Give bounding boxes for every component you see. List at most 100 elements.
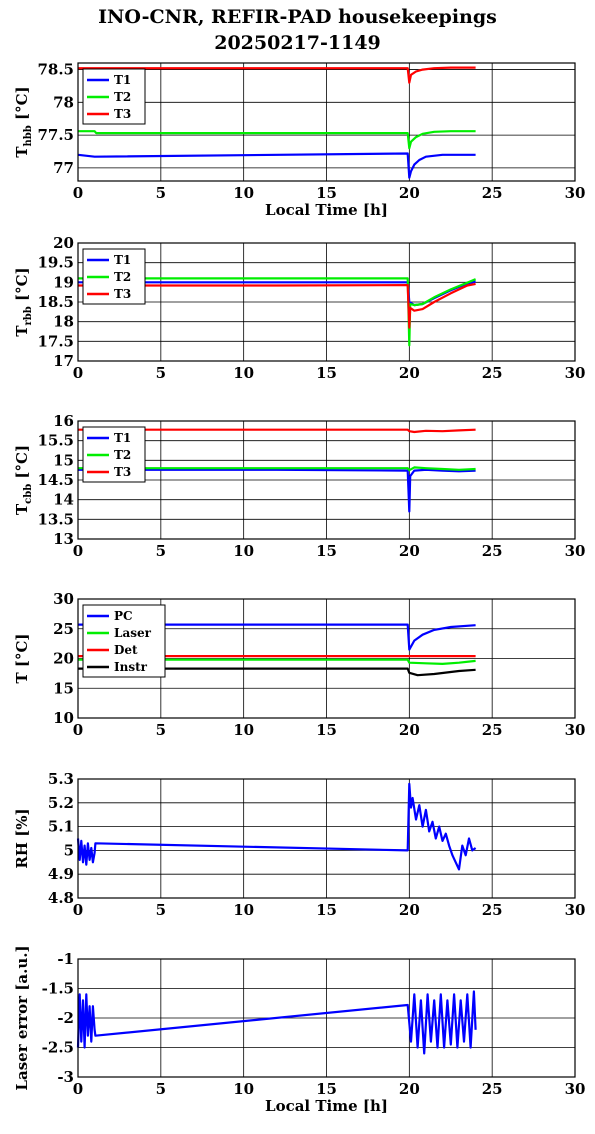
legend-entry-det: Det [114,643,138,657]
x-tick-label: 20 [399,184,420,202]
y-tick-label: 5.3 [48,770,74,788]
y-tick-label: 13 [53,530,74,548]
legend-entry-t3: T3 [114,465,131,479]
series-line-data [76,782,477,871]
plot-frame [77,598,576,719]
y-axis-label-unit: [°C] [13,267,31,306]
x-tick-label: 20 [399,542,420,560]
series-line-t2 [78,466,476,472]
x-tick-label: 30 [565,1080,586,1098]
plot-frame [77,778,576,899]
x-axis-label: Local Time [h] [265,1097,388,1115]
x-tick-label: 25 [482,901,503,919]
legend: PC Laser Det Instr [82,604,166,678]
x-tick-label: 5 [156,901,166,919]
chart-temps: 0 5 10 15 20 25 30 10 15 20 25 30 T [°C] PC Laser Det In… [13,590,585,739]
chart-thbb: 0 5 10 15 20 25 30 77 77.5 78 78.5 Local Time [h] Th… [13,61,585,219]
legend: T1 T2 T3 [82,68,146,125]
x-tick-label: 0 [73,901,83,919]
y-tick-label: -2.5 [42,1039,74,1057]
legend-entry-t1: T1 [114,253,131,267]
figure-title: INO-CNR, REFIR-PAD housekeepings 2025021… [0,4,595,56]
x-tick-label: 10 [233,542,254,560]
x-tick-label: 0 [73,721,83,739]
series-line-t2 [78,130,476,150]
x-tick-label: 15 [316,184,337,202]
y-axis-label-main: RH [%] [13,808,31,868]
y-tick-label: 25 [53,620,74,638]
x-tick-label: 15 [316,542,337,560]
x-tick-label: 25 [482,721,503,739]
x-tick-label: 15 [316,364,337,382]
x-tick-label: 25 [482,1080,503,1098]
y-tick-label: 19 [53,273,74,291]
y-tick-label: 20 [53,234,74,252]
y-tick-label: 14 [53,491,74,509]
plot-frame [77,420,576,540]
x-tick-label: 10 [233,1080,254,1098]
x-tick-label: 10 [233,721,254,739]
x-tick-label: 30 [565,901,586,919]
y-tick-label: 15 [53,679,74,697]
x-tick-label: 10 [233,364,254,382]
series-line-data [76,990,477,1055]
series-line-laser [78,658,476,666]
x-tick-label: 20 [399,364,420,382]
y-tick-label: 19.5 [37,254,74,272]
y-tick-label: -2 [57,1009,74,1027]
series-line-t3 [78,282,476,329]
y-axis-label-subscript: rbb [23,306,34,325]
x-tick-label: 20 [399,901,420,919]
legend-entry-pc: PC [114,609,133,623]
y-axis-label-main: T [°C] [13,633,31,683]
y-axis-label: Thbb [°C] [13,86,34,157]
y-tick-label: 4.9 [48,865,74,883]
series-line-t1 [78,468,476,513]
y-tick-label: 18.5 [37,293,74,311]
plot-frame [77,242,576,362]
x-tick-label: 5 [156,184,166,202]
legend-entry-t3: T3 [114,287,131,301]
series-line-t1 [77,152,476,179]
legend-entry-t1: T1 [114,73,131,87]
y-axis-label-unit: [°C] [13,86,31,125]
title-line-1: INO-CNR, REFIR-PAD housekeepings [98,6,497,28]
x-tick-label: 25 [482,542,503,560]
legend-entry-t2: T2 [114,448,131,462]
y-axis-label-subscript: cbb [23,484,34,504]
y-axis-label-main: Laser error [a.u.] [13,945,31,1090]
y-tick-label: 78 [53,93,74,111]
y-tick-label: 4.8 [48,889,74,907]
x-tick-label: 5 [156,364,166,382]
y-tick-label: 13.5 [37,510,74,528]
legend-entry-t3: T3 [114,107,131,121]
y-tick-label: 17.5 [37,332,74,350]
y-axis-label-unit: [°C] [13,445,31,484]
x-tick-label: 0 [73,542,83,560]
x-tick-label: 5 [156,1080,166,1098]
chart-rh: 0 5 10 15 20 25 30 4.8 4.9 5 5.1 5.2 5.3 RH [%] [13,770,585,919]
plot-frame [77,62,576,182]
y-tick-label: 14.5 [37,471,74,489]
y-axis-label: T [°C] [13,633,31,683]
y-axis-label-main: T [13,146,31,158]
x-tick-label: 15 [316,901,337,919]
x-tick-label: 0 [73,184,83,202]
x-tick-label: 30 [565,364,586,382]
y-tick-label: 77.5 [37,126,74,144]
y-tick-label: -3 [57,1068,74,1086]
legend-entry-laser: Laser [114,626,152,640]
y-tick-label: -1.5 [42,980,74,998]
y-tick-label: 17 [53,352,74,370]
y-axis-label-main: T [13,503,31,515]
x-tick-label: 5 [156,542,166,560]
x-tick-label: 10 [233,184,254,202]
y-axis-label: Laser error [a.u.] [13,945,31,1090]
y-axis-label-main: T [13,325,31,337]
y-tick-label: 5.2 [48,794,74,812]
legend-entry-t1: T1 [114,431,131,445]
x-tick-label: 0 [73,364,83,382]
